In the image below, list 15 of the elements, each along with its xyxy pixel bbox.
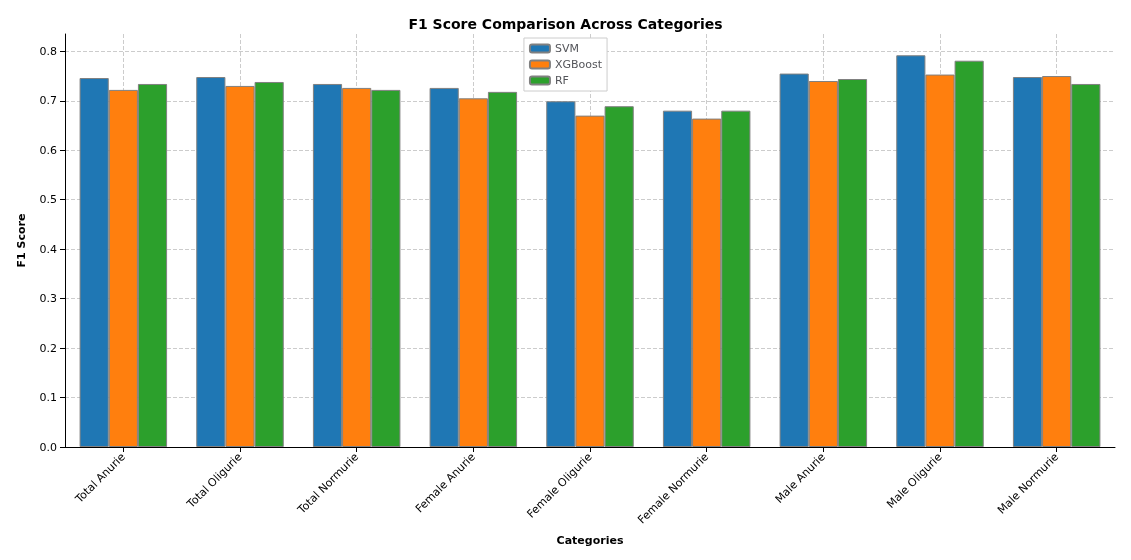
legend-label: SVM bbox=[554, 42, 579, 55]
y-tick-label: 0.5 bbox=[39, 193, 57, 207]
chart-title: F1 Score Comparison Across Categories bbox=[408, 16, 723, 32]
legend-label: RF bbox=[554, 74, 569, 87]
y-tick-label: 0.2 bbox=[39, 341, 57, 355]
y-tick-label: 0.4 bbox=[39, 242, 57, 256]
y-tick-label: 0.7 bbox=[39, 94, 57, 108]
y-tick-label: 0.0 bbox=[39, 440, 57, 454]
y-tick-label: 0.6 bbox=[39, 143, 57, 157]
legend-label: XGBoost bbox=[554, 58, 603, 71]
y-tick-label: 0.3 bbox=[39, 292, 57, 306]
y-axis-title: F1 Score bbox=[15, 213, 28, 268]
y-tick-label: 0.8 bbox=[39, 44, 57, 58]
x-axis-title: Categories bbox=[556, 534, 624, 547]
y-tick-label: 0.1 bbox=[39, 391, 57, 405]
